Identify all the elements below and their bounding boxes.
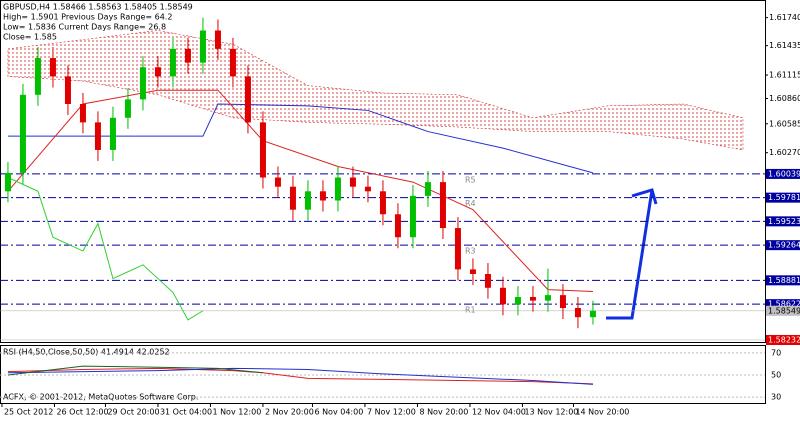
candle-body (49, 58, 56, 77)
candle-body (214, 30, 221, 49)
y-tick-label: 1.61115 (769, 71, 800, 80)
candle-body (4, 172, 11, 192)
level-box (766, 192, 800, 203)
info: Close= 1.585 (3, 33, 57, 42)
candle-body (499, 287, 506, 305)
info: Low= 1.5836 Current Days Range= 26.8 (3, 23, 166, 32)
indicator-line (7, 177, 204, 321)
candle-body (109, 117, 116, 150)
candle-body (94, 122, 101, 150)
rsi-line (7, 367, 593, 385)
candle-body (154, 67, 161, 77)
x-tick-label: 29 Oct 20:00 (107, 408, 159, 417)
candle-body (139, 67, 146, 100)
chart-title: GBPUSD,H4 1.58466 1.58563 1.58405 1.5854… (3, 3, 193, 12)
x-tick-label: 6 Nov 04:00 (314, 408, 363, 417)
level-box (766, 299, 800, 310)
candle-body (79, 104, 86, 123)
rsi-title: RSI (H4,50,Close,50,50) 41.4914 42.0252 (3, 348, 170, 357)
level-label: 1.59781 (768, 193, 800, 202)
level-label: 1.58622 (768, 300, 800, 309)
candle-body (244, 76, 251, 123)
y-tick-label: 1.61435 (769, 41, 800, 50)
level-name: R1 (465, 306, 476, 315)
main-panel (0, 0, 766, 343)
price-box (766, 334, 800, 345)
candle-body (184, 48, 191, 63)
x-tick-label: 31 Oct 04:00 (160, 408, 212, 417)
candle-body (289, 186, 296, 210)
level-name: R3 (465, 247, 476, 256)
y-tick-label: 1.60270 (769, 148, 800, 157)
y-tick-label: 1.60585 (769, 119, 800, 128)
candle-body (439, 182, 446, 229)
level-box (766, 216, 800, 227)
candle-body (229, 48, 236, 77)
level-box (766, 168, 800, 179)
candle-body (424, 182, 431, 196)
x-tick-label: 14 Nov 20:00 (575, 408, 629, 417)
x-tick-label: 1 Nov 12:00 (212, 408, 261, 417)
level-label: 1.60039 (768, 169, 800, 178)
x-tick-label: 8 Nov 20:00 (419, 408, 468, 417)
candle-body (64, 76, 71, 104)
rsi-line (7, 367, 593, 385)
candle-body (199, 30, 206, 63)
candle-body (454, 228, 461, 270)
candle-body (379, 191, 386, 215)
level-box (766, 275, 800, 286)
level-name: R5 (465, 175, 476, 184)
candle-body (334, 177, 341, 201)
indicator-line (7, 89, 593, 292)
level-label: 1.59523 (768, 217, 800, 226)
y-tick-label: 1.60860 (769, 94, 800, 103)
arrow (606, 188, 658, 320)
indicator-line (7, 103, 594, 174)
candle-body (394, 214, 401, 238)
x-tick-label: 26 Oct 12:00 (56, 408, 108, 417)
rsi-tick-label: 70 (771, 348, 781, 357)
level-label: 1.59264 (768, 241, 800, 250)
candle-body (559, 295, 566, 308)
x-tick-label: 25 Oct 2012 (4, 408, 53, 417)
candle-body (574, 308, 581, 318)
cloud (7, 30, 744, 151)
candle-body (34, 58, 41, 95)
candle-body (589, 310, 596, 318)
candle-body (409, 195, 416, 238)
candle-body (349, 177, 356, 187)
x-tick-label: 7 Nov 12:00 (367, 408, 416, 417)
candle-body (19, 94, 26, 173)
price-box (766, 305, 800, 316)
candle-body (469, 269, 476, 274)
candle-body (484, 274, 491, 288)
x-tick-label: 12 Nov 04:00 (472, 408, 526, 417)
candle-body (514, 296, 521, 305)
candle-body (529, 296, 536, 301)
level-box (766, 240, 800, 251)
price-label: 1.58232 (768, 335, 800, 344)
x-tick-label: 2 Nov 20:00 (265, 408, 314, 417)
candle-body (274, 177, 281, 187)
candle-body (259, 122, 266, 178)
candle-body (319, 191, 326, 201)
candle-body (304, 191, 311, 210)
rsi-tick-label: 30 (771, 393, 781, 402)
price-label: 1.58549 (768, 306, 800, 315)
candle-body (544, 295, 551, 301)
info: High= 1.5901 Previous Days Range= 64.2 (3, 13, 172, 22)
level-label: 1.58881 (768, 276, 800, 285)
y-tick-label: 1.61740 (769, 13, 800, 22)
candle-body (124, 99, 131, 118)
rsi-tick-label: 50 (771, 370, 781, 379)
candle-body (169, 48, 176, 77)
level-name: R4 (465, 199, 476, 208)
x-tick-label: 13 Nov 12:00 (524, 408, 578, 417)
rsi-line (7, 365, 263, 376)
candle-body (364, 186, 371, 192)
